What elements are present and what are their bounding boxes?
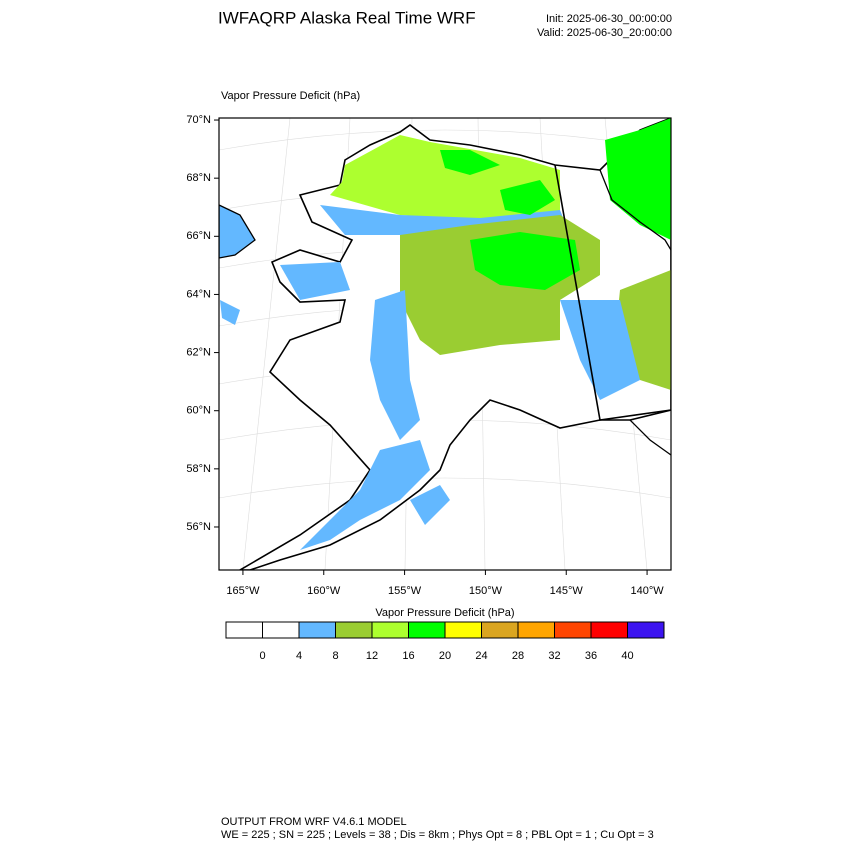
- lat-tick-label: 58°N: [186, 463, 211, 475]
- colorbar-box: [590, 621, 628, 639]
- field-label: Vapor Pressure Deficit (hPa): [221, 90, 360, 102]
- colorbar-box: [408, 621, 446, 639]
- colorbar-label: 12: [366, 650, 378, 662]
- map-frame: [218, 117, 672, 571]
- canada-coast: [599, 169, 671, 456]
- colorbar-label: 28: [512, 650, 524, 662]
- colorbar-label: 8: [332, 650, 338, 662]
- lat-tick-label: 66°N: [186, 230, 211, 242]
- colorbar-box: [298, 621, 336, 639]
- colorbar-box: [225, 621, 263, 639]
- footer-line: WE = 225 ; SN = 225 ; Levels = 38 ; Dis …: [221, 829, 654, 841]
- colorbar-label: 16: [402, 650, 414, 662]
- colorbar-box: [371, 621, 409, 639]
- lat-tick-label: 56°N: [186, 521, 211, 533]
- lat-tick-label: 62°N: [186, 346, 211, 358]
- title: IWFAQRP Alaska Real Time WRF: [218, 8, 476, 27]
- colorbar: 0 4 8 12 16 20 24 28 32 36 40: [225, 621, 665, 662]
- vpd-fill: [220, 118, 671, 550]
- footer-line: OUTPUT FROM WRF V4.6.1 MODEL: [221, 816, 407, 828]
- colorbar-box: [481, 621, 519, 639]
- colorbar-box: [262, 621, 300, 639]
- colorbar-box: [517, 621, 555, 639]
- init-time: Init: 2025-06-30_00:00:00: [546, 13, 672, 25]
- colorbar-box: [335, 621, 373, 639]
- colorbar-box: [554, 621, 592, 639]
- russia-land: [219, 204, 256, 259]
- colorbar-label: 32: [548, 650, 560, 662]
- colorbar-label: 20: [439, 650, 451, 662]
- map-body: [219, 118, 671, 570]
- lat-tick-label: 68°N: [186, 172, 211, 184]
- colorbar-label: 0: [259, 650, 265, 662]
- border: [554, 164, 671, 421]
- colorbar-label: 4: [296, 650, 302, 662]
- axis-ticks: 70°N 68°N 66°N 64°N 62°N 60°N 58°N 56°N 165°W 160…: [186, 114, 664, 597]
- lon-tick-label: 155°W: [388, 585, 422, 597]
- lat-tick-label: 70°N: [186, 114, 211, 126]
- colorbar-label: 24: [475, 650, 487, 662]
- lat-tick-label: 60°N: [186, 405, 211, 417]
- colorbar-box: [444, 621, 482, 639]
- valid-time: Valid: 2025-06-30_20:00:00: [537, 27, 672, 39]
- lon-tick-label: 140°W: [631, 585, 665, 597]
- lat-tick-label: 64°N: [186, 288, 211, 300]
- lon-tick-label: 165°W: [226, 585, 260, 597]
- lon-tick-label: 145°W: [550, 585, 584, 597]
- colorbar-title: Vapor Pressure Deficit (hPa): [375, 607, 514, 619]
- colorbar-box: [627, 621, 665, 639]
- colorbar-label: 36: [585, 650, 597, 662]
- lon-tick-label: 160°W: [307, 585, 341, 597]
- lon-tick-label: 150°W: [469, 585, 503, 597]
- colorbar-label: 40: [621, 650, 633, 662]
